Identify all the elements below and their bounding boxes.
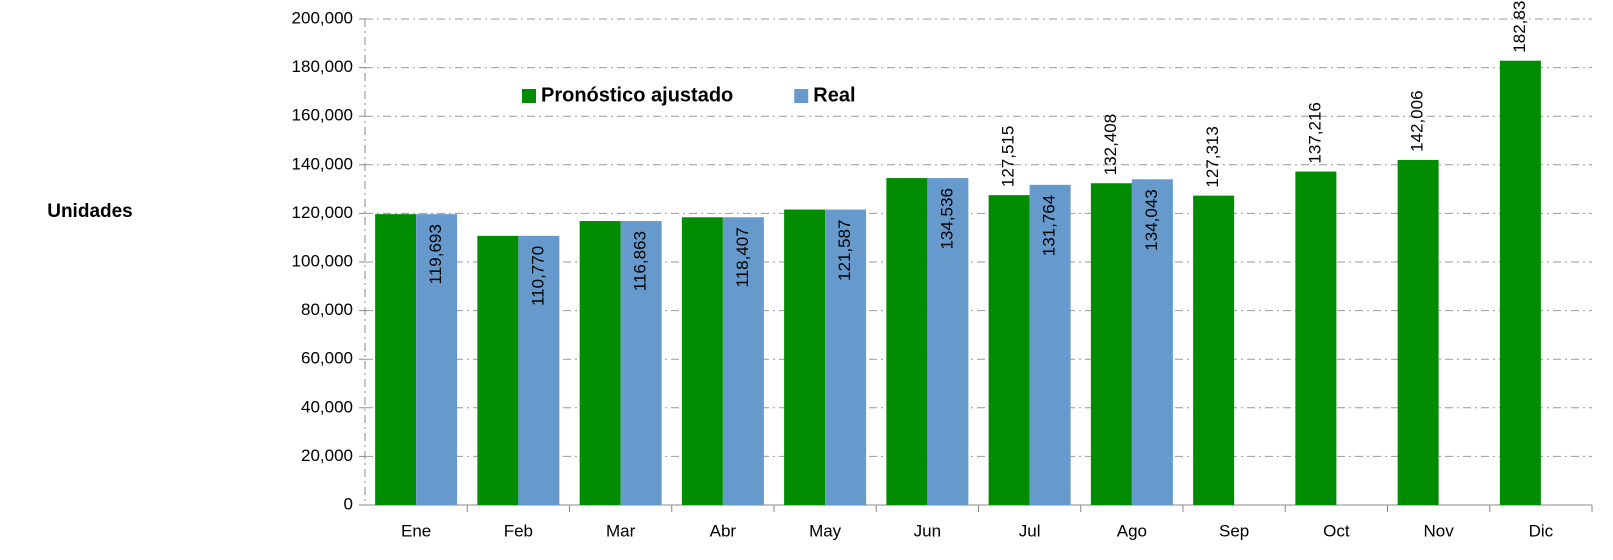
y-tick-label: 160,000	[292, 106, 353, 125]
y-tick-label: 120,000	[292, 203, 353, 222]
legend-swatch	[522, 89, 536, 103]
x-tick-label: Nov	[1424, 521, 1455, 540]
data-label: 110,770	[528, 246, 547, 306]
x-tick-label: May	[809, 521, 842, 540]
bar	[1499, 60, 1541, 505]
y-tick-label: 60,000	[301, 349, 353, 368]
y-tick-label: 0	[344, 494, 353, 513]
x-tick-label: Mar	[606, 521, 636, 540]
x-tick-label: Oct	[1323, 521, 1350, 540]
bar	[1029, 184, 1071, 505]
data-label: 182,833	[1510, 0, 1529, 53]
bar	[477, 235, 519, 505]
x-tick-label: Ene	[401, 521, 431, 540]
bar	[927, 178, 969, 505]
data-label: 131,764	[1040, 195, 1059, 256]
bar	[579, 221, 621, 506]
bar	[1131, 179, 1173, 505]
legend-label: Real	[813, 84, 855, 106]
data-label: 121,587	[835, 220, 854, 281]
legend-label: Pronóstico ajustado	[541, 84, 733, 106]
bar	[681, 217, 723, 505]
data-label: 142,006	[1408, 90, 1427, 151]
data-label: 134,536	[937, 188, 956, 249]
bar	[375, 214, 417, 506]
legend-swatch	[794, 89, 809, 103]
bar	[825, 209, 867, 506]
y-tick-label: 20,000	[301, 446, 353, 465]
bar	[416, 214, 458, 506]
bar	[988, 195, 1030, 505]
data-label: 116,863	[631, 231, 650, 291]
bar	[1193, 195, 1235, 506]
x-tick-label: Dic	[1529, 521, 1554, 540]
bar	[722, 217, 764, 505]
x-tick-label: Feb	[504, 521, 533, 540]
data-label: 132,408	[1101, 114, 1120, 175]
y-axis-title: Unidades	[47, 201, 133, 222]
bar	[518, 235, 560, 505]
data-label: 127,313	[1203, 126, 1222, 187]
x-tick-label: Jun	[914, 521, 941, 540]
data-label: 118,407	[733, 227, 752, 287]
y-tick-label: 80,000	[301, 300, 353, 319]
data-label: 127,515	[999, 126, 1018, 187]
bar	[1295, 171, 1337, 505]
bar	[886, 178, 928, 505]
y-tick-label: 100,000	[292, 251, 353, 270]
data-label: 137,216	[1305, 102, 1324, 163]
y-tick-label: 200,000	[292, 8, 353, 27]
bar	[784, 209, 826, 506]
y-tick-label: 40,000	[301, 397, 353, 416]
bar	[620, 221, 662, 506]
bar	[1397, 159, 1439, 505]
y-tick-label: 180,000	[292, 57, 353, 76]
data-label: 119,693	[426, 224, 445, 284]
x-tick-label: Sep	[1219, 521, 1249, 540]
bar	[1090, 183, 1132, 505]
x-tick-label: Ago	[1117, 521, 1147, 540]
data-label: 134,043	[1142, 189, 1161, 250]
x-tick-label: Abr	[710, 521, 737, 540]
x-tick-label: Jul	[1019, 521, 1041, 540]
y-tick-label: 140,000	[292, 154, 353, 173]
